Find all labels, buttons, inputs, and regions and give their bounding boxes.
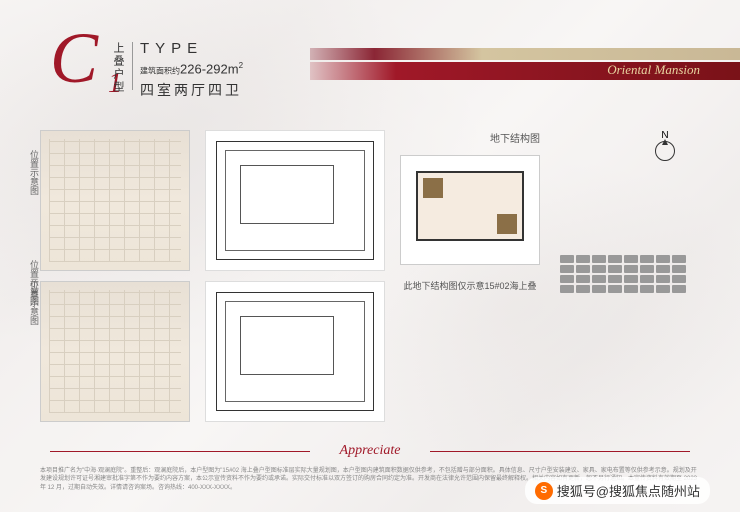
floorplan-lower bbox=[40, 281, 190, 422]
car-icon bbox=[592, 265, 606, 273]
parking-label: 位置示意图 bbox=[28, 260, 41, 305]
lineplan-upper bbox=[205, 130, 385, 271]
car-icon bbox=[624, 285, 638, 293]
car-icon bbox=[592, 285, 606, 293]
floorplan-upper bbox=[40, 130, 190, 271]
basement-label: 地下结构图 bbox=[400, 130, 540, 145]
basement-caption: 此地下结构图仅示意15#02海上叠 bbox=[400, 279, 540, 292]
car-icon bbox=[608, 265, 622, 273]
car-icon bbox=[560, 265, 574, 273]
column-basement: 地下结构图 此地下结构图仅示意15#02海上叠 bbox=[400, 130, 540, 422]
car-icon bbox=[592, 275, 606, 283]
content-area: 位置示意图 位置示意图 地下结构图 此地下结构图仅示意15#02海上叠 位置示意… bbox=[40, 130, 700, 422]
appreciate-text: Appreciate bbox=[310, 443, 431, 459]
car-icon bbox=[576, 265, 590, 273]
car-icon bbox=[672, 275, 686, 283]
car-icon bbox=[624, 255, 638, 263]
car-icon bbox=[576, 255, 590, 263]
car-icon bbox=[576, 285, 590, 293]
car-icon bbox=[560, 275, 574, 283]
area-text: 建筑面积约226-292m2 bbox=[140, 61, 243, 76]
bar-gold bbox=[310, 48, 740, 60]
car-icon bbox=[656, 285, 670, 293]
column-floorplans bbox=[40, 130, 190, 422]
vertical-label: 上叠户型 bbox=[110, 42, 126, 94]
car-icon bbox=[608, 275, 622, 283]
car-icon bbox=[560, 255, 574, 263]
car-icon bbox=[672, 265, 686, 273]
type-letter: C bbox=[50, 30, 98, 88]
car-icon bbox=[672, 285, 686, 293]
car-icon bbox=[608, 255, 622, 263]
lineplan-lower bbox=[205, 281, 385, 422]
watermark-text: 搜狐号@搜狐焦点随州站 bbox=[557, 481, 700, 500]
car-icon bbox=[560, 285, 574, 293]
car-icon bbox=[640, 265, 654, 273]
lineplan-label-top: 位置示意图 bbox=[28, 150, 41, 195]
divider bbox=[132, 42, 133, 90]
car-icon bbox=[656, 255, 670, 263]
car-icon bbox=[624, 265, 638, 273]
column-parking: 位置示意图 bbox=[555, 130, 700, 422]
column-lineplans: 位置示意图 位置示意图 bbox=[205, 130, 385, 422]
rooms-text: 四室两厅四卫 bbox=[140, 80, 243, 100]
car-icon bbox=[576, 275, 590, 283]
mansion-text: Oriental Mansion bbox=[607, 62, 700, 78]
car-icon bbox=[640, 275, 654, 283]
sohu-icon: S bbox=[535, 482, 553, 500]
car-icon bbox=[640, 255, 654, 263]
bar-red: Oriental Mansion bbox=[310, 62, 740, 80]
car-icon bbox=[624, 275, 638, 283]
type-info: TYPE 建筑面积约226-292m2 四室两厅四卫 bbox=[140, 40, 243, 100]
watermark: S 搜狐号@搜狐焦点随州站 bbox=[525, 477, 710, 504]
car-icon bbox=[656, 275, 670, 283]
car-icon bbox=[672, 255, 686, 263]
header: C 1 上叠户型 TYPE 建筑面积约226-292m2 四室两厅四卫 Orie… bbox=[0, 30, 740, 110]
basement-plan bbox=[400, 155, 540, 265]
color-bars: Oriental Mansion bbox=[310, 48, 740, 82]
car-icon bbox=[608, 285, 622, 293]
car-icon bbox=[656, 265, 670, 273]
parking-layout bbox=[555, 250, 700, 370]
type-label: TYPE bbox=[140, 40, 243, 57]
type-mark: C 1 bbox=[50, 30, 98, 88]
car-icon bbox=[640, 285, 654, 293]
car-icon bbox=[592, 255, 606, 263]
